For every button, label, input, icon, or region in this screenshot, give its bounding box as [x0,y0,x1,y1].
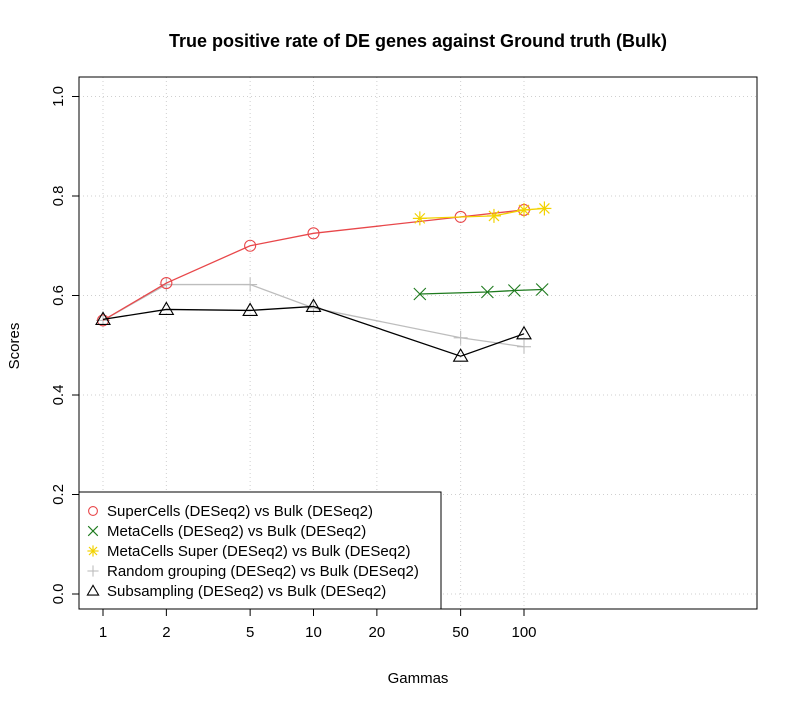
circle-marker [307,227,320,240]
asterisk-marker-stroke [538,203,550,214]
x-marker-stroke [480,285,494,299]
y-tick-label: 0.4 [50,385,67,406]
legend-entry: MetaCells Super (DESeq2) vs Bulk (DESeq2… [87,543,410,560]
data-point [88,506,98,516]
y-tick-label: 0.6 [50,285,67,306]
axes: 1 2 5 10 20 50 100 0.0 0.2 0.4 0.6 0.8 1.0 [50,76,758,641]
legend-entry: MetaCells (DESeq2) vs Bulk (DESeq2) [87,523,366,540]
legend-label: Subsampling (DESeq2) vs Bulk (DESeq2) [107,583,386,600]
legend-label: MetaCells (DESeq2) vs Bulk (DESeq2) [107,523,366,540]
data-point [160,277,173,290]
legend-entry: SuperCells (DESeq2) vs Bulk (DESeq2) [88,503,373,520]
data-point [516,325,532,340]
circle-marker [88,506,98,516]
x-tick-label: 100 [511,624,536,641]
series-line [419,207,545,220]
data-point [535,283,549,296]
series-line [419,288,543,295]
data-point [517,202,531,217]
x-tick-label: 10 [305,624,322,641]
x-tick-label: 50 [452,624,469,641]
data-point [87,525,99,537]
triangle-marker [452,348,469,362]
series-triangle [95,298,532,362]
data-point [158,301,175,316]
asterisk-marker-stroke [414,212,426,224]
y-tick-label: 0.2 [50,484,67,505]
series-x [413,283,549,301]
circle-marker [96,314,110,327]
triangle-marker [158,301,175,316]
data-point [159,277,174,292]
x-axis-label: Gammas [388,670,449,687]
data-point [243,277,258,292]
legend-label: Random grouping (DESeq2) vs Bulk (DESeq2… [107,563,419,580]
data-point [307,227,320,240]
y-axis-label: Scores [6,323,23,370]
legend-label: SuperCells (DESeq2) vs Bulk (DESeq2) [107,503,373,520]
data-point [87,545,99,557]
asterisk-marker-stroke [88,546,98,556]
data-point [412,211,427,226]
data-point [95,311,111,325]
asterisk-marker-stroke [488,210,500,222]
data-point [486,208,501,223]
triangle-marker [95,311,111,325]
x-tick-label: 1 [99,624,107,641]
data-point [480,285,494,299]
plot-series [95,201,552,362]
data-point [507,284,521,297]
x-tick-label: 2 [162,624,170,641]
data-point [96,314,110,327]
asterisk-marker-stroke [518,204,530,216]
legend-entry: Random grouping (DESeq2) vs Bulk (DESeq2… [87,563,419,580]
y-tick-label: 1.0 [50,86,67,107]
legend-entry: Subsampling (DESeq2) vs Bulk (DESeq2) [86,583,386,600]
y-tick-label: 0.0 [50,584,67,605]
data-point [452,348,469,362]
data-point [305,298,322,313]
triangle-marker [242,302,259,317]
data-point [244,239,257,252]
legend-label: MetaCells Super (DESeq2) vs Bulk (DESeq2… [107,543,410,560]
x-marker-stroke [507,284,521,297]
y-tick-label: 0.8 [50,186,67,207]
series-asterisk [412,201,552,226]
data-point [413,287,427,301]
series-line [102,283,525,348]
data-point [537,201,552,216]
legend: SuperCells (DESeq2) vs Bulk (DESeq2) Meta… [78,491,442,610]
x-marker-stroke [413,287,427,301]
data-point [242,302,259,317]
triangle-marker [305,298,322,313]
data-point [86,584,100,596]
x-tick-label: 5 [246,624,254,641]
x-tick-label: 20 [369,624,386,641]
series-line [102,209,525,321]
data-point [87,565,99,577]
legend-box [78,491,442,610]
series-line [102,305,525,357]
triangle-marker [516,325,532,340]
circle-marker [244,239,257,252]
circle-marker [160,277,173,290]
chart-title: True positive rate of DE genes against G… [169,31,667,51]
triangle-marker [86,584,100,596]
data-point [517,339,531,354]
x-marker-stroke [87,525,99,537]
data-point [453,330,468,345]
x-marker-stroke [535,283,549,296]
series-plus [96,277,531,354]
